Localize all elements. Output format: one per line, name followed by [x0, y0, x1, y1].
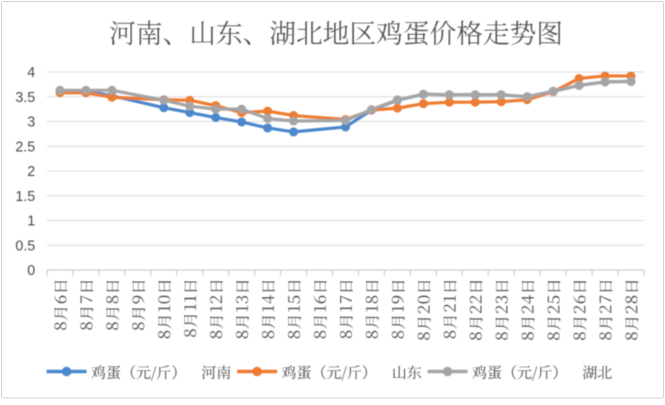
svg-text:1: 1: [27, 214, 35, 230]
svg-text:3: 3: [27, 115, 35, 131]
svg-text:4: 4: [27, 65, 35, 81]
svg-text:0.5: 0.5: [15, 238, 35, 254]
svg-text:2: 2: [27, 164, 35, 180]
svg-text:3.5: 3.5: [15, 90, 35, 106]
svg-text:1.5: 1.5: [15, 189, 35, 205]
svg-text:0: 0: [27, 263, 35, 279]
svg-text:2.5: 2.5: [15, 139, 35, 155]
